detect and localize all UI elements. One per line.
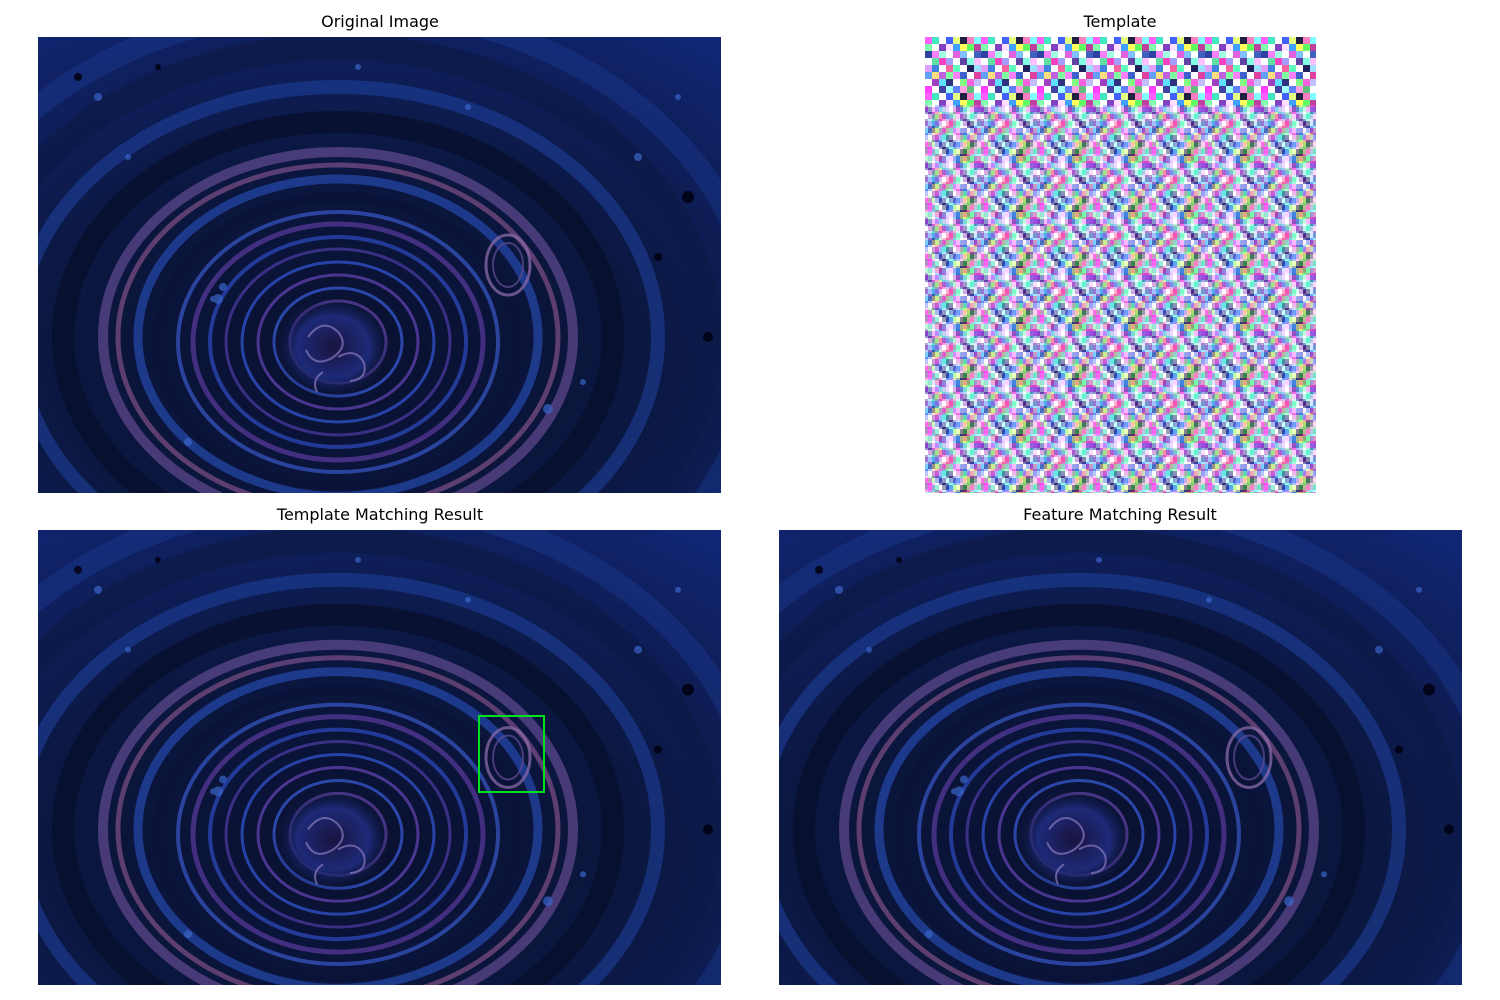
template-image bbox=[925, 37, 1316, 493]
template-matching-result-image bbox=[38, 530, 721, 985]
panel-title-template-matching-result: Template Matching Result bbox=[276, 505, 484, 524]
swirl-photo-with-match bbox=[38, 530, 721, 985]
panel-title-template: Template bbox=[1083, 12, 1157, 31]
panel-title-original-image: Original Image bbox=[321, 12, 439, 31]
original-image bbox=[38, 37, 721, 493]
swirl-photo-feature bbox=[779, 530, 1462, 985]
match-bounding-box bbox=[478, 715, 545, 793]
feature-matching-result-image bbox=[779, 530, 1462, 985]
swirl-photo bbox=[38, 37, 721, 493]
noise-template-pattern bbox=[925, 37, 1316, 493]
panel-title-feature-matching-result: Feature Matching Result bbox=[1023, 505, 1217, 524]
